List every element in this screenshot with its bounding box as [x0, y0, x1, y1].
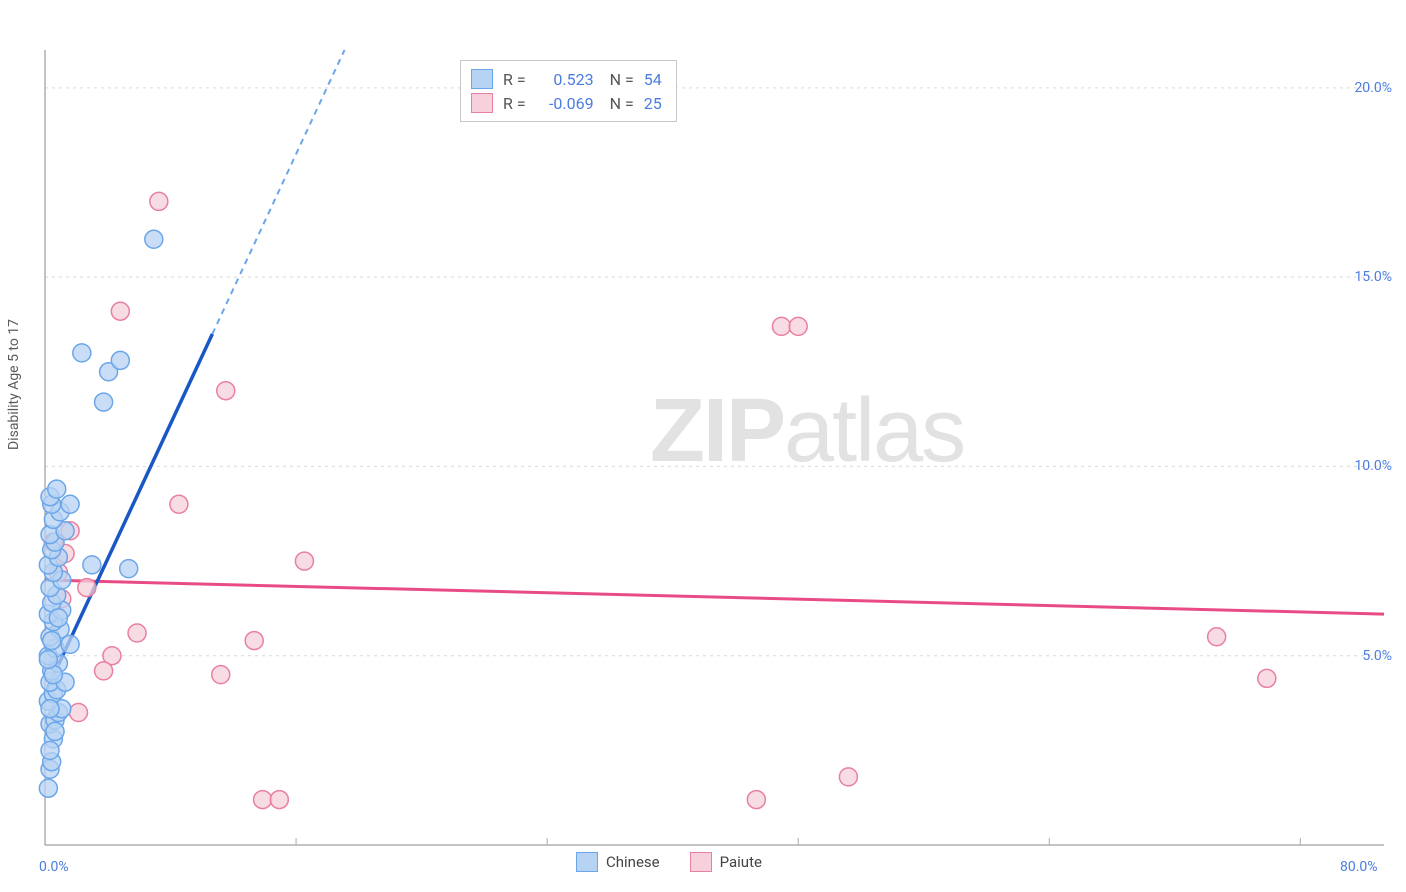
n-label: N = [610, 94, 634, 113]
series-legend-item: Paiute [690, 852, 762, 872]
y-tick-label: 5.0% [1332, 648, 1392, 664]
n-value: 25 [644, 94, 662, 113]
r-label: R = [503, 70, 526, 89]
series-name: Chinese [606, 853, 660, 871]
y-tick-label: 20.0% [1332, 80, 1392, 96]
legend-swatch [690, 852, 712, 872]
r-label: R = [503, 94, 526, 113]
legend-swatch [471, 93, 493, 113]
n-label: N = [610, 70, 634, 89]
legend-swatch [576, 852, 598, 872]
scatter-chart [0, 0, 1406, 892]
y-tick-label: 15.0% [1332, 269, 1392, 285]
x-tick-label: 0.0% [39, 859, 69, 875]
n-value: 54 [644, 70, 662, 89]
correlation-legend: R = 0.523 N = 54 R = -0.069 N = 25 [460, 60, 677, 122]
series-legend-item: Chinese [576, 852, 660, 872]
r-value: -0.069 [536, 94, 594, 113]
series-legend: Chinese Paiute [576, 852, 762, 872]
series-name: Paiute [720, 853, 762, 871]
r-value: 0.523 [536, 70, 594, 89]
y-tick-label: 10.0% [1332, 458, 1392, 474]
legend-swatch [471, 69, 493, 89]
legend-row: R = -0.069 N = 25 [471, 91, 662, 115]
legend-row: R = 0.523 N = 54 [471, 67, 662, 91]
x-tick-label: 80.0% [1340, 859, 1378, 875]
